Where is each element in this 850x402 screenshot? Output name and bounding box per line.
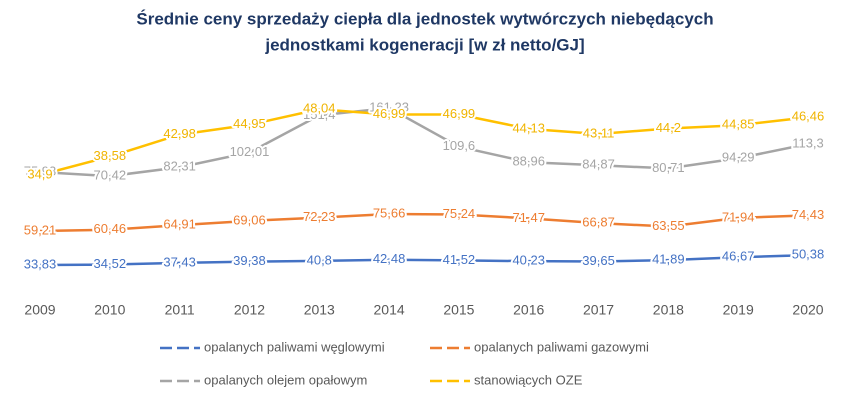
data-label: 34,52 [94,256,127,271]
legend-label: opalanych paliwami gazowymi [474,339,649,354]
data-label: 82,31 [163,159,196,174]
x-tick-label: 2009 [24,302,55,318]
chart-title: Średnie ceny sprzedaży ciepła dla jednos… [136,9,713,28]
data-label: 113,3 [792,135,824,150]
data-label: 39,65 [582,253,615,268]
legend-label: stanowiących OZE [474,372,583,387]
data-label: 102,01 [230,144,270,159]
x-tick-label: 2019 [723,302,754,318]
data-label: 63,55 [652,218,685,233]
x-tick-label: 2014 [374,302,405,318]
data-label: 72,23 [303,209,336,224]
x-tick-label: 2018 [653,302,684,318]
data-label: 44,13 [512,120,545,135]
data-label: 42,98 [163,126,196,141]
x-tick-label: 2017 [583,302,614,318]
series-line [39,106,809,178]
data-label: 75,93 [24,163,57,178]
data-label: 84,87 [582,157,615,172]
data-label: 44,85 [722,117,755,132]
data-label: 44,2 [656,120,681,135]
data-label: 69,06 [233,212,266,227]
x-tick-label: 2016 [513,302,544,318]
data-label: 46,46 [792,109,825,124]
legend-label: opalanych paliwami węglowymi [204,339,385,354]
legend-label: opalanych olejem opałowym [204,372,367,387]
data-label: 38,58 [94,148,127,163]
data-label: 34,9 [27,166,52,181]
data-label: 75,24 [443,206,476,221]
series-line [39,212,809,233]
data-label: 66,87 [582,215,615,230]
x-tick-label: 2020 [792,302,823,318]
data-label: 39,38 [233,253,266,268]
data-label: 33,83 [24,256,57,271]
data-label: 59,21 [24,222,57,237]
data-label: 41,52 [443,252,476,267]
data-label: 50,38 [792,247,825,262]
x-tick-label: 2015 [443,302,474,318]
data-label: 41,89 [652,252,685,267]
data-label: 109,6 [443,138,476,153]
chart-title: jednostkami kogeneracji [w zł netto/GJ] [264,35,584,54]
data-label: 46,99 [443,106,476,121]
data-label: 70,42 [94,168,127,183]
data-label: 161,23 [369,99,409,114]
data-label: 37,43 [163,254,196,269]
data-label: 64,91 [163,217,196,232]
data-label: 94,29 [722,150,755,165]
x-tick-label: 2010 [94,302,125,318]
data-label: 43,11 [583,125,615,140]
x-tick-label: 2011 [165,302,195,318]
data-label: 75,66 [373,205,406,220]
data-label: 40,23 [512,253,545,268]
series-line [39,253,809,267]
data-label: 74,43 [792,207,825,222]
x-tick-label: 2013 [304,302,335,318]
series-line [39,108,809,177]
data-label: 88,96 [512,154,545,169]
x-tick-label: 2012 [234,302,265,318]
data-label: 46,67 [722,249,755,264]
data-label: 44,95 [233,116,266,131]
data-label: 71,47 [512,210,545,225]
data-label: 40,8 [307,252,332,267]
data-label: 80,71 [652,160,685,175]
data-label: 151,4 [303,107,336,122]
data-label: 48,04 [303,101,336,116]
data-label: 46,99 [373,106,406,121]
data-label: 71,94 [722,209,755,224]
data-label: 60,46 [94,221,127,236]
data-label: 42,48 [373,251,406,266]
